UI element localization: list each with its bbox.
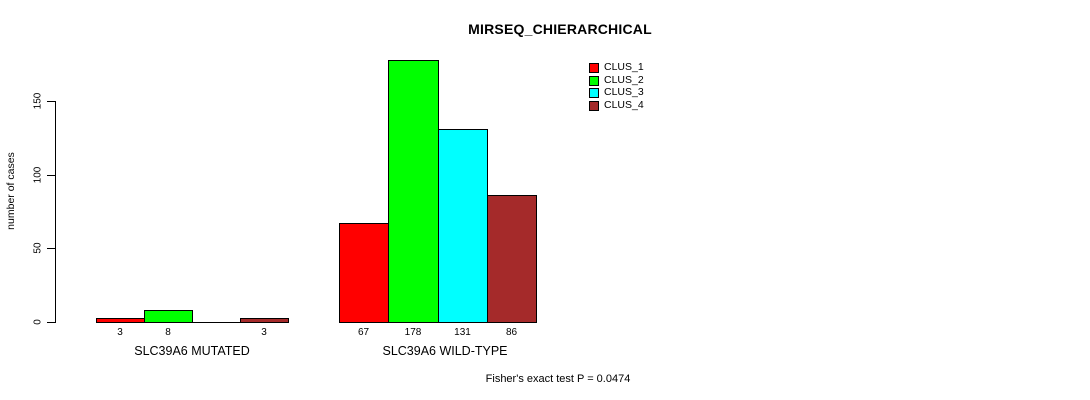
legend-label: CLUS_1 — [604, 61, 644, 73]
bar-value-label: 67 — [357, 327, 370, 338]
category-label: SLC39A6 MUTATED — [134, 344, 250, 358]
legend-label: CLUS_2 — [604, 73, 644, 86]
bar — [487, 195, 537, 323]
bar-value-label: 3 — [117, 327, 123, 338]
bar-value-label: 8 — [165, 327, 171, 338]
bar-value-label: 86 — [505, 327, 518, 338]
y-axis-label: number of cases — [5, 152, 17, 230]
bar — [240, 318, 289, 323]
zero-height-bar — [192, 322, 241, 323]
y-tick-label: 50 — [32, 242, 44, 254]
bar — [96, 318, 145, 323]
category-label: SLC39A6 WILD-TYPE — [382, 344, 508, 358]
chart-title: MIRSEQ_CHIERARCHICAL — [468, 21, 652, 37]
y-tick-label: 100 — [32, 166, 44, 184]
legend-label: CLUS_3 — [604, 86, 644, 99]
y-tick-label: 150 — [32, 92, 44, 110]
legend-swatch — [589, 63, 599, 73]
y-tick-mark — [47, 101, 55, 102]
legend-label: CLUS_4 — [604, 98, 644, 111]
legend-swatch — [589, 100, 599, 111]
bar — [339, 223, 389, 323]
legend-swatch — [589, 88, 599, 99]
bar-value-label: 131 — [454, 327, 471, 338]
y-tick-mark — [47, 175, 55, 176]
fisher-test-annotation: Fisher's exact test P = 0.0474 — [485, 373, 631, 385]
bar — [144, 310, 193, 323]
y-tick-mark — [47, 248, 55, 249]
bar-value-label: 178 — [404, 327, 422, 338]
y-tick-label: 0 — [32, 319, 44, 325]
y-tick-mark — [47, 322, 55, 323]
y-axis-line — [55, 101, 56, 323]
bar — [388, 60, 439, 323]
bar — [438, 129, 488, 323]
bar-value-label: 3 — [261, 327, 267, 338]
legend-swatch — [589, 75, 599, 86]
